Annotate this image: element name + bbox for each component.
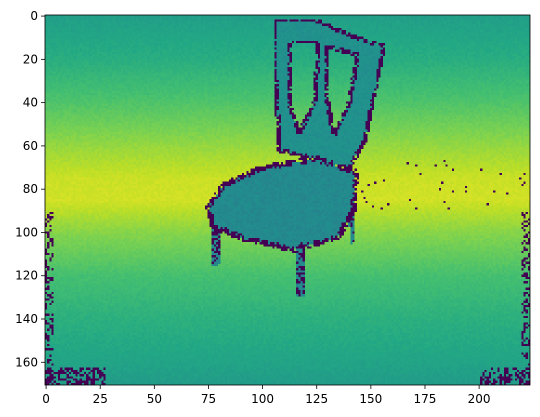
- x-tick-label: 100: [251, 392, 274, 406]
- y-tick-label: 60: [23, 139, 38, 153]
- y-tick-label: 0: [30, 9, 38, 23]
- y-tick-label: 80: [23, 182, 38, 196]
- y-tick-label: 120: [15, 269, 38, 283]
- x-tick-label: 125: [305, 392, 328, 406]
- depth-heatmap-image: [45, 15, 530, 385]
- x-tick-label: 150: [359, 392, 382, 406]
- plot-area: [45, 15, 530, 385]
- y-tick-label: 100: [15, 225, 38, 239]
- y-tick-label: 40: [23, 96, 38, 110]
- x-tick-label: 0: [42, 392, 50, 406]
- x-tick-label: 175: [414, 392, 437, 406]
- x-tick-label: 75: [201, 392, 216, 406]
- y-tick-label: 140: [15, 312, 38, 326]
- y-tick-label: 160: [15, 355, 38, 369]
- x-tick-label: 50: [147, 392, 162, 406]
- y-tick-label: 20: [23, 52, 38, 66]
- x-tick-label: 200: [468, 392, 491, 406]
- x-tick-label: 25: [93, 392, 108, 406]
